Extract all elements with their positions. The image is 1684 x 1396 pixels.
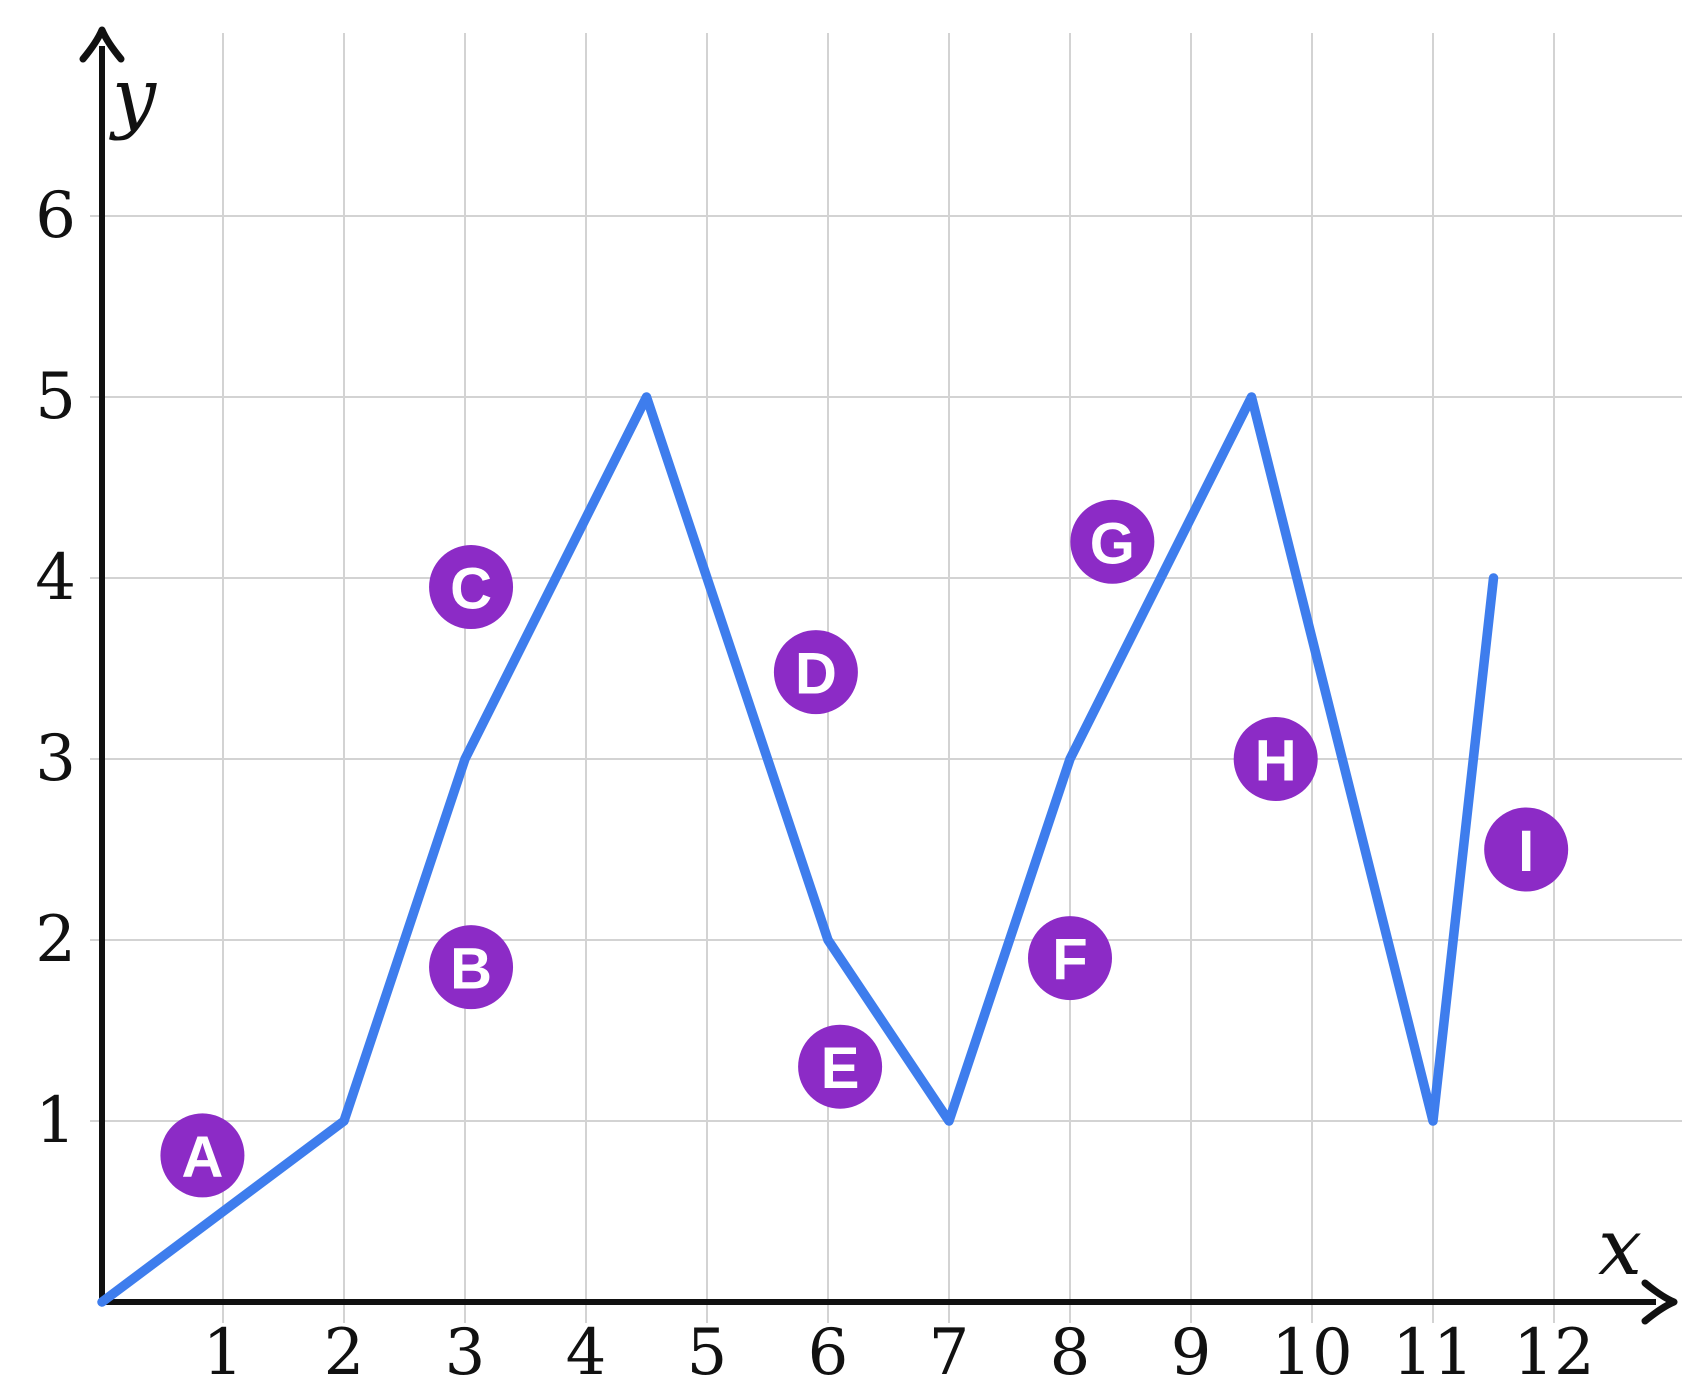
axes (79, 26, 1678, 1325)
y-tick-labels: 1 2 3 4 5 6 (35, 179, 76, 1158)
marker-letter-B: B (450, 937, 492, 1002)
x-tick-label-4: 4 (566, 1316, 607, 1390)
y-tick-label-2: 2 (35, 903, 76, 977)
y-axis-label: y (109, 52, 157, 142)
x-tick-label-9: 9 (1171, 1316, 1212, 1390)
marker-circle-E (798, 1024, 883, 1109)
point-marker-I: I (1484, 807, 1569, 892)
marker-letter-C: C (450, 557, 492, 622)
point-marker-D: D (773, 630, 858, 715)
marker-letter-E: E (821, 1036, 860, 1101)
x-tick-labels: 1 2 3 4 5 6 7 8 9 10 11 12 (203, 1316, 1595, 1390)
x-tick-label-5: 5 (687, 1316, 728, 1390)
data-line-blue-polyline (97, 392, 1499, 1307)
x-axis-label: x (1598, 1203, 1642, 1293)
point-marker-E: E (798, 1024, 883, 1109)
marker-circle-D (773, 630, 858, 715)
x-tick-label-7: 7 (929, 1316, 970, 1390)
marker-letter-F: F (1052, 928, 1087, 993)
marker-circle-F (1028, 916, 1112, 1001)
x-tick-label-6: 6 (808, 1316, 849, 1390)
marker-circle-H (1233, 717, 1318, 801)
x-tick-label-2: 2 (324, 1316, 365, 1390)
y-tick-label-6: 6 (35, 179, 76, 253)
y-tick-label-3: 3 (35, 722, 76, 796)
x-tick-label-10: 10 (1271, 1316, 1352, 1390)
y-axis-arrow-icon (79, 26, 125, 63)
marker-circle-C (429, 545, 514, 630)
marker-letter-G: G (1090, 511, 1135, 576)
point-marker-C: C (429, 545, 514, 630)
x-tick-label-11: 11 (1392, 1316, 1473, 1390)
y-tick-label-4: 4 (35, 541, 76, 615)
y-tick-label-5: 5 (35, 360, 76, 434)
marker-circle-A (160, 1113, 245, 1198)
x-tick-label-12: 12 (1513, 1316, 1594, 1390)
y-tick-label-1: 1 (35, 1084, 76, 1158)
point-marker-B: B (429, 925, 514, 1010)
x-tick-label-8: 8 (1050, 1316, 1091, 1390)
marker-circle-G (1070, 499, 1155, 584)
marker-circle-I (1484, 807, 1569, 892)
point-markers: A B C D E F G H I (160, 499, 1569, 1198)
x-axis-arrow-icon (1641, 1279, 1678, 1325)
point-marker-F: F (1028, 916, 1112, 1001)
marker-circle-B (429, 925, 514, 1010)
point-marker-A: A (160, 1113, 245, 1198)
marker-letter-H: H (1255, 729, 1297, 794)
marker-letter-A: A (181, 1125, 223, 1190)
marker-letter-I: I (1518, 819, 1534, 884)
point-marker-G: G (1070, 499, 1155, 584)
x-tick-label-3: 3 (445, 1316, 486, 1390)
x-tick-label-1: 1 (203, 1316, 244, 1390)
point-marker-H: H (1233, 717, 1318, 801)
marker-letter-D: D (795, 642, 837, 707)
